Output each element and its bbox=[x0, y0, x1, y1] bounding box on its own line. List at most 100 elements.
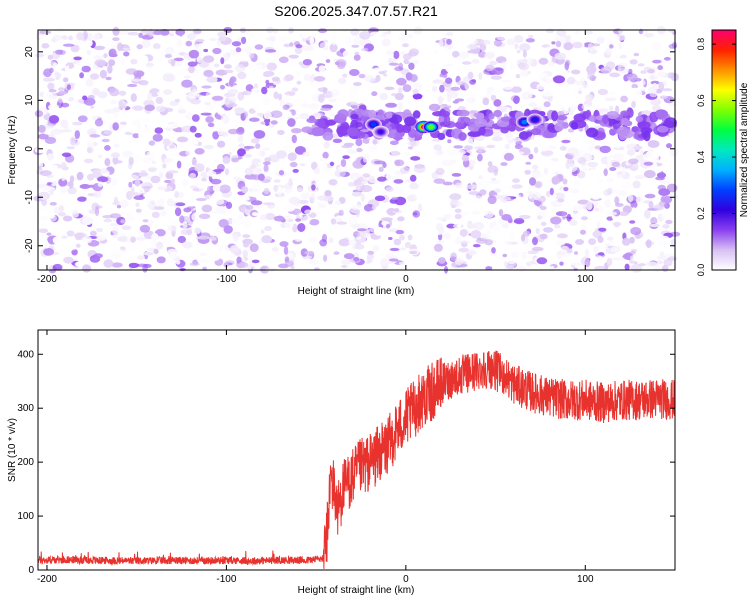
heatmap-cell bbox=[194, 163, 205, 173]
heatmap-cell bbox=[395, 229, 405, 235]
heatmap-cell bbox=[624, 263, 630, 271]
heatmap-cell bbox=[152, 30, 163, 35]
heatmap-cell bbox=[514, 35, 524, 43]
heatmap-cell bbox=[380, 64, 390, 69]
heatmap-cell bbox=[462, 173, 469, 178]
heatmap-cell bbox=[492, 239, 497, 244]
heatmap-cell bbox=[312, 112, 324, 118]
heatmap-cell bbox=[572, 183, 583, 190]
heatmap-cell bbox=[432, 97, 439, 102]
heatmap-cell bbox=[38, 228, 49, 234]
heatmap-cell bbox=[164, 179, 172, 184]
heatmap-cell bbox=[500, 61, 507, 70]
heatmap-cell bbox=[317, 86, 328, 93]
heatmap-cell bbox=[502, 81, 514, 91]
heatmap-cell bbox=[270, 120, 278, 125]
heatmap-band-cell bbox=[637, 121, 651, 130]
heatmap-cell bbox=[574, 181, 580, 185]
heatmap-cell bbox=[55, 76, 60, 80]
heatmap-cell bbox=[493, 39, 503, 47]
heatmap-cell bbox=[575, 239, 584, 245]
heatmap-cell bbox=[563, 187, 569, 192]
heatmap-cell bbox=[117, 236, 130, 243]
heatmap-cell bbox=[251, 266, 256, 270]
heatmap-cell bbox=[119, 212, 129, 216]
heatmap-cell bbox=[85, 197, 94, 206]
heatmap-cell bbox=[71, 266, 80, 273]
heatmap-cell bbox=[336, 221, 348, 225]
heatmap-cell bbox=[382, 147, 388, 154]
heatmap-cell bbox=[373, 160, 386, 165]
heatmap-cell bbox=[89, 134, 101, 138]
heatmap-cell bbox=[288, 54, 299, 59]
heatmap-cell bbox=[504, 143, 510, 150]
heatmap-cell bbox=[214, 159, 219, 163]
heatmap-band-cell bbox=[530, 128, 542, 136]
heatmap-cell bbox=[87, 147, 93, 154]
heatmap-cell bbox=[296, 80, 302, 85]
heatmap-cell bbox=[207, 122, 215, 128]
x-tick-label: 0 bbox=[403, 574, 409, 585]
heatmap-cell bbox=[103, 53, 108, 58]
heatmap-cell bbox=[382, 38, 391, 47]
heatmap-cell bbox=[385, 223, 391, 229]
heatmap-cell bbox=[393, 179, 404, 184]
heatmap-cell bbox=[237, 71, 247, 80]
heatmap-cell bbox=[237, 261, 249, 268]
heatmap-cell bbox=[189, 133, 195, 142]
heatmap-cell bbox=[297, 223, 306, 232]
heatmap-cell bbox=[438, 257, 446, 264]
heatmap-cell bbox=[224, 97, 230, 105]
heatmap-cell bbox=[607, 187, 613, 195]
heatmap-cell bbox=[415, 194, 425, 200]
heatmap-cell bbox=[304, 250, 315, 255]
heatmap-cell bbox=[174, 98, 181, 103]
heatmap-cell bbox=[143, 251, 154, 256]
heatmap-cell bbox=[644, 193, 656, 199]
heatmap-cell bbox=[263, 112, 272, 120]
heatmap-cell bbox=[594, 207, 599, 212]
heatmap-cell bbox=[383, 31, 392, 35]
heatmap-band-cell bbox=[346, 127, 359, 137]
heatmap-cell bbox=[626, 33, 633, 42]
heatmap-cell bbox=[135, 202, 140, 207]
heatmap-cell bbox=[291, 87, 299, 92]
heatmap-cell bbox=[187, 196, 197, 202]
heatmap-cell bbox=[503, 152, 514, 161]
heatmap-cell bbox=[513, 95, 520, 104]
heatmap-cell bbox=[469, 79, 476, 85]
heatmap-cell bbox=[109, 213, 121, 219]
heatmap-cell bbox=[514, 43, 519, 50]
heatmap-cell bbox=[222, 53, 229, 62]
heatmap-cell bbox=[291, 109, 296, 116]
heatmap-cell bbox=[313, 80, 325, 88]
heatmap-cell bbox=[406, 194, 418, 202]
heatmap-cell bbox=[263, 161, 271, 165]
heatmap-cell bbox=[428, 103, 441, 112]
heatmap-cell bbox=[36, 206, 48, 211]
heatmap-cell bbox=[156, 241, 164, 250]
heatmap-cell bbox=[659, 95, 668, 100]
heatmap-cell bbox=[284, 136, 290, 140]
heatmap-cell bbox=[287, 118, 296, 127]
heatmap-cell bbox=[388, 62, 399, 66]
heatmap-cell bbox=[241, 36, 247, 45]
heatmap-cell bbox=[215, 227, 224, 234]
heatmap-band-cell bbox=[655, 109, 669, 119]
heatmap-cell bbox=[76, 171, 84, 181]
heatmap-cell bbox=[192, 140, 200, 145]
heatmap-cell bbox=[323, 254, 328, 262]
heatmap-cell bbox=[104, 158, 111, 167]
heatmap-cell bbox=[439, 84, 445, 93]
heatmap-cell bbox=[273, 184, 279, 192]
heatmap-cell bbox=[287, 60, 297, 68]
heatmap-band-cell bbox=[525, 131, 533, 137]
heatmap-cell bbox=[58, 205, 64, 212]
heatmap-cell bbox=[397, 87, 403, 94]
heatmap-cell bbox=[342, 155, 350, 160]
heatmap-cell bbox=[151, 233, 159, 241]
heatmap-cell bbox=[50, 128, 63, 135]
heatmap-cell bbox=[321, 225, 329, 235]
heatmap-cell bbox=[118, 166, 130, 172]
y-tick-label: 0 bbox=[24, 146, 35, 152]
